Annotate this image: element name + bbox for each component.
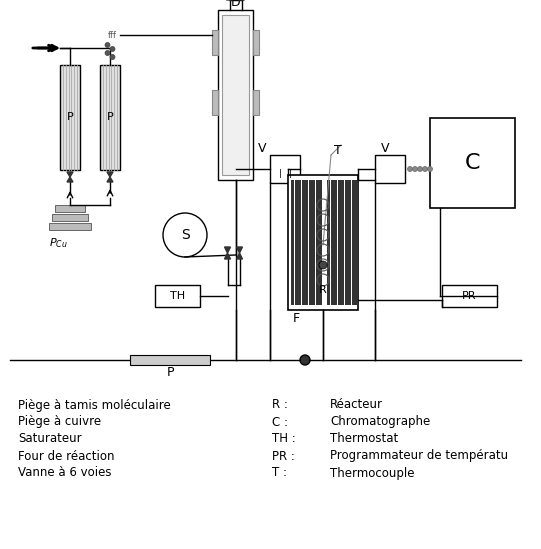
Text: $P_{Cu}$: $P_{Cu}$	[49, 236, 67, 250]
Text: T :: T :	[272, 467, 287, 479]
Circle shape	[300, 355, 310, 365]
Polygon shape	[225, 253, 230, 259]
Text: P: P	[67, 113, 74, 122]
Text: P: P	[166, 367, 174, 379]
Polygon shape	[236, 253, 242, 259]
Text: C: C	[465, 153, 480, 173]
Bar	[327, 180, 330, 305]
Bar	[49, 223, 91, 230]
Bar	[288, 175, 358, 310]
Circle shape	[110, 54, 115, 59]
Bar	[100, 65, 120, 170]
Bar	[305, 180, 308, 305]
Bar	[212, 90, 218, 115]
Bar	[222, 15, 249, 175]
Polygon shape	[236, 247, 242, 253]
Text: Chromatographe: Chromatographe	[330, 416, 430, 429]
Bar	[270, 155, 300, 183]
Text: Réacteur: Réacteur	[330, 399, 383, 412]
Bar	[338, 180, 341, 305]
Circle shape	[319, 261, 327, 269]
Circle shape	[407, 166, 412, 171]
Circle shape	[105, 42, 110, 48]
Text: |: |	[288, 169, 292, 177]
Text: V: V	[258, 143, 266, 155]
Bar	[60, 65, 80, 170]
Polygon shape	[67, 177, 73, 182]
Bar	[375, 155, 405, 183]
Text: S: S	[181, 228, 189, 242]
Circle shape	[110, 47, 115, 52]
Text: V: V	[381, 143, 390, 155]
Bar	[52, 214, 88, 221]
Text: Thermocouple: Thermocouple	[330, 467, 414, 479]
Bar	[430, 118, 515, 208]
Text: fff: fff	[108, 31, 116, 40]
Bar	[253, 30, 259, 55]
Text: P: P	[107, 113, 114, 122]
Bar	[298, 180, 301, 305]
Bar	[442, 285, 497, 307]
Text: Four de réaction: Four de réaction	[18, 450, 115, 462]
Bar	[348, 180, 351, 305]
Text: R :: R :	[272, 399, 288, 412]
Circle shape	[412, 166, 418, 171]
Text: TH: TH	[170, 291, 185, 301]
Circle shape	[418, 166, 423, 171]
Text: Thermostat: Thermostat	[330, 433, 398, 445]
Bar	[294, 180, 298, 305]
Text: TH :: TH :	[272, 433, 296, 445]
Bar	[355, 180, 358, 305]
Bar	[218, 10, 253, 180]
Text: Vanne à 6 voies: Vanne à 6 voies	[18, 467, 111, 479]
Bar	[319, 180, 322, 305]
Bar	[341, 180, 344, 305]
Bar	[253, 90, 259, 115]
Text: PR :: PR :	[272, 450, 295, 462]
Bar	[334, 180, 337, 305]
Circle shape	[163, 213, 207, 257]
Text: Piège à cuivre: Piège à cuivre	[18, 416, 101, 429]
Circle shape	[423, 166, 427, 171]
Text: Piège à tamis moléculaire: Piège à tamis moléculaire	[18, 399, 171, 412]
Polygon shape	[225, 247, 230, 253]
Text: T: T	[334, 143, 342, 156]
Text: PR: PR	[462, 291, 477, 301]
Bar	[345, 180, 348, 305]
Bar	[155, 285, 200, 307]
Polygon shape	[107, 172, 113, 177]
Bar	[212, 30, 218, 55]
Polygon shape	[67, 172, 73, 177]
Bar	[315, 180, 319, 305]
Text: |: |	[279, 169, 281, 177]
Bar	[55, 205, 85, 212]
Bar	[331, 180, 334, 305]
Text: D: D	[230, 0, 240, 8]
Text: Saturateur: Saturateur	[18, 433, 82, 445]
Polygon shape	[107, 177, 113, 182]
Bar	[352, 180, 354, 305]
Bar	[308, 180, 312, 305]
Bar	[291, 180, 294, 305]
Text: C :: C :	[272, 416, 288, 429]
Text: Programmateur de températu: Programmateur de températu	[330, 450, 508, 462]
Circle shape	[105, 51, 110, 55]
Text: R: R	[319, 285, 327, 295]
Bar	[312, 180, 315, 305]
Text: F: F	[293, 311, 300, 324]
Bar	[130, 355, 210, 365]
Bar	[301, 180, 305, 305]
Circle shape	[427, 166, 432, 171]
